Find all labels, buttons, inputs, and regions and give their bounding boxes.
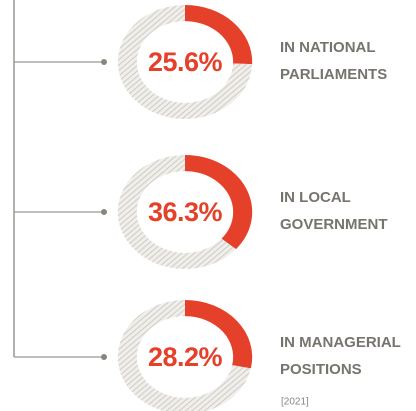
connector-dot — [101, 354, 107, 360]
note: [2021] — [281, 397, 309, 408]
category-label: IN NATIONAL — [280, 39, 376, 56]
donut — [117, 4, 253, 119]
category-label: IN MANAGERIAL — [280, 334, 401, 351]
donut-segment — [185, 300, 253, 369]
donut — [117, 299, 253, 411]
category-label: GOVERNMENT — [280, 216, 388, 233]
percent-label: 28.2% — [148, 342, 223, 372]
percent-label: 25.6% — [148, 47, 223, 77]
category-label: PARLIAMENTS — [280, 66, 387, 83]
donut-segment — [185, 4, 253, 65]
category-label: IN LOCAL — [280, 189, 351, 206]
donut-segment — [117, 155, 236, 269]
category-label: POSITIONS — [280, 361, 362, 378]
connector-dot — [101, 59, 107, 65]
connector-dot — [101, 209, 107, 215]
percent-label: 36.3% — [148, 197, 223, 227]
donut-segment — [117, 299, 251, 411]
donut-segment — [185, 155, 253, 250]
donut — [117, 155, 253, 269]
